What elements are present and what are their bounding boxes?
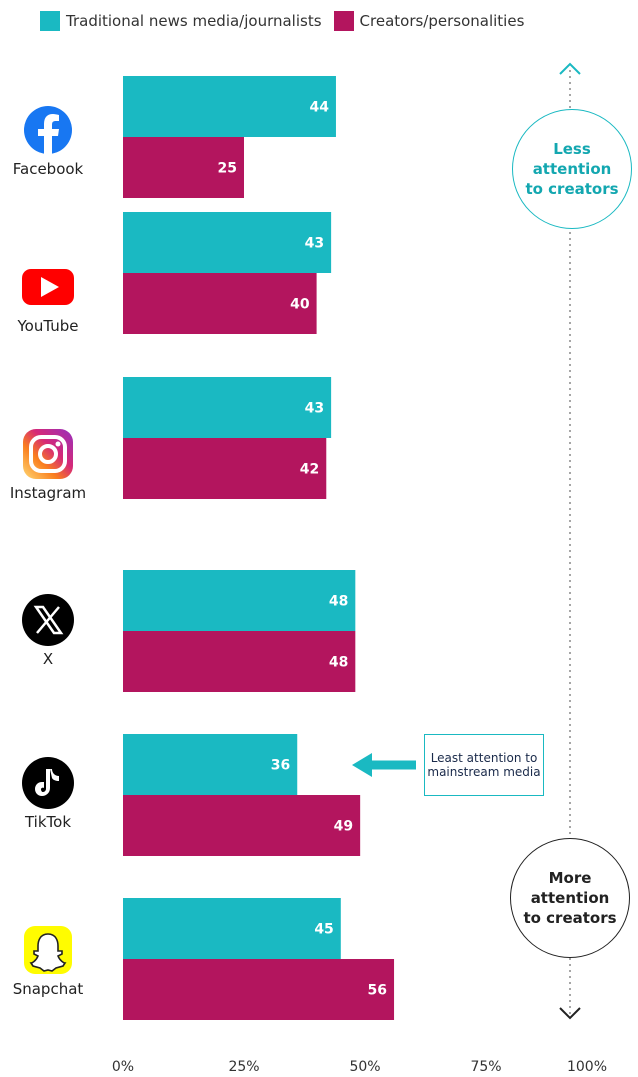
value-label-snapchat-creators: 56 [368,983,387,999]
value-label-snapchat-traditional: 45 [314,922,333,938]
youtube-icon [22,269,74,305]
value-label-facebook-traditional: 44 [309,100,329,116]
x-tick-label: 0% [112,1059,134,1075]
legend-item-creators: Creators/personalities [333,11,525,31]
value-label-youtube-traditional: 43 [305,236,324,252]
bar-instagram-traditional [123,377,332,438]
instagram-icon [23,429,73,479]
bar-snapchat-traditional [123,898,341,959]
callout-arrow [352,753,416,777]
x-tick-label: 50% [349,1059,380,1075]
value-label-instagram-traditional: 43 [305,401,324,417]
more-attention-circle: More attention to creators [510,838,630,958]
bar-facebook-traditional [123,76,336,137]
bar-x-traditional [123,570,356,631]
legend-swatch-creators [333,11,354,31]
x-tick-label: 100% [567,1059,607,1075]
value-label-tiktok-traditional: 36 [271,758,290,774]
value-label-tiktok-creators: 49 [334,819,353,835]
less-attention-label: Less attention to creators [525,140,619,198]
x-tick-label: 25% [228,1059,259,1075]
facebook-icon [24,106,72,154]
category-label-snapchat: Snapchat [13,980,84,998]
bar-youtube-creators [123,273,317,334]
value-label-instagram-creators: 42 [300,462,319,478]
category-label-youtube: YouTube [17,317,79,335]
category-label-tiktok: TikTok [24,813,71,831]
bar-youtube-traditional [123,212,332,273]
value-label-youtube-creators: 40 [290,297,310,313]
category-label-x: X [43,650,53,668]
legend-label-creators: Creators/personalities [359,12,525,30]
bar-snapchat-creators [123,959,395,1020]
bar-instagram-creators [123,438,327,499]
category-label-facebook: Facebook [13,160,84,178]
bar-tiktok-traditional [123,734,298,795]
callout-box: Least attention to mainstream media [424,734,544,796]
arrow-left-icon [352,753,372,777]
legend: Traditional news media/journalists Creat… [40,8,536,34]
arrow-down-icon [559,1007,581,1020]
arrow-up-icon [559,62,581,75]
bar-facebook-creators [123,137,244,198]
bar-x-creators [123,631,356,692]
legend-swatch-traditional [40,11,60,31]
x-tick-label: 75% [470,1059,501,1075]
value-label-facebook-creators: 25 [218,161,237,177]
bar-tiktok-creators [123,795,361,856]
more-attention-label: More attention to creators [523,869,617,927]
snapchat-icon [24,926,72,974]
tiktok-icon [22,757,74,809]
x-icon [22,594,74,646]
value-label-x-traditional: 48 [329,594,348,610]
less-attention-circle: Less attention to creators [512,109,632,229]
callout-label: Least attention to mainstream media [427,751,541,779]
legend-item-traditional: Traditional news media/journalists [40,11,322,31]
legend-label-traditional: Traditional news media/journalists [66,12,322,30]
category-label-instagram: Instagram [10,484,86,502]
value-label-x-creators: 48 [329,655,348,671]
